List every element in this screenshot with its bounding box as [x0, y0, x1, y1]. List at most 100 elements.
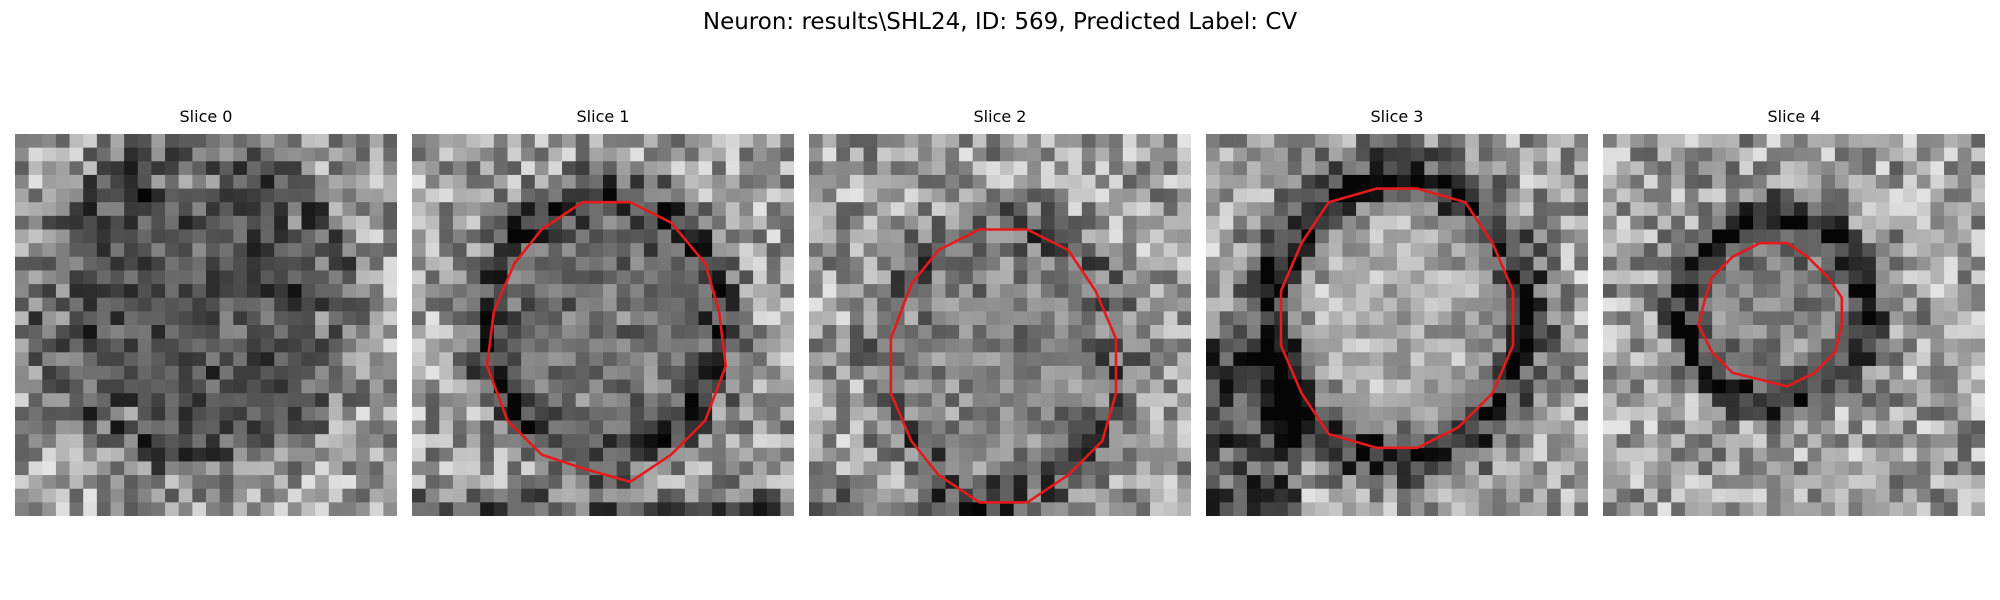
pixel	[1451, 502, 1466, 516]
pixel	[1794, 229, 1809, 244]
pixel	[219, 393, 234, 408]
pixel	[1971, 434, 1985, 449]
pixel	[1971, 420, 1985, 435]
pixel	[1848, 134, 1863, 149]
pixel	[1068, 352, 1083, 367]
pixel	[452, 434, 467, 449]
pixel	[1794, 147, 1809, 162]
pixel	[863, 447, 878, 462]
pixel	[918, 188, 933, 203]
pixel	[246, 488, 261, 503]
pixel	[548, 311, 563, 326]
pixel	[1875, 188, 1890, 203]
pixel	[1369, 284, 1384, 299]
pixel	[452, 393, 467, 408]
pixel	[1821, 284, 1836, 299]
pixel	[766, 420, 781, 435]
pixel	[1671, 352, 1686, 367]
pixel	[69, 338, 84, 353]
pixel	[1437, 325, 1452, 340]
pixel	[739, 488, 754, 503]
pixel	[1177, 297, 1191, 312]
pixel	[766, 325, 781, 340]
pixel	[1424, 447, 1439, 462]
pixel	[412, 434, 427, 449]
pixel	[1109, 270, 1124, 285]
pixel	[1260, 174, 1275, 189]
pixel	[1862, 393, 1877, 408]
pixel	[342, 284, 357, 299]
pixel	[1274, 488, 1289, 503]
pixel	[1397, 325, 1412, 340]
pixel	[1657, 420, 1672, 435]
pixel	[1684, 338, 1699, 353]
pixel	[1712, 188, 1727, 203]
pixel	[809, 352, 824, 367]
pixel	[1903, 188, 1918, 203]
pixel	[739, 256, 754, 271]
pixel	[1274, 502, 1289, 516]
pixel	[439, 475, 454, 490]
pixel	[657, 488, 672, 503]
pixel	[918, 434, 933, 449]
pixel	[1054, 188, 1069, 203]
pixel	[1971, 147, 1985, 162]
pixel	[1342, 406, 1357, 421]
pixel	[986, 311, 1001, 326]
pixel	[1671, 379, 1686, 394]
pixel	[301, 325, 316, 340]
pixel	[712, 393, 727, 408]
pixel	[165, 488, 180, 503]
pixel	[1274, 188, 1289, 203]
pixel	[1766, 393, 1781, 408]
pixel	[287, 434, 302, 449]
pixel	[1821, 202, 1836, 217]
pixel	[904, 243, 919, 258]
pixel	[836, 434, 851, 449]
pixel	[301, 461, 316, 476]
pixel	[452, 502, 467, 516]
pixel	[1081, 434, 1096, 449]
pixel	[1206, 311, 1221, 326]
pixel	[151, 406, 166, 421]
pixel	[315, 229, 330, 244]
pixel	[1616, 379, 1631, 394]
pixel	[1054, 270, 1069, 285]
pixel	[1547, 393, 1562, 408]
pixel	[356, 284, 371, 299]
pixel	[466, 311, 481, 326]
pixel	[698, 502, 713, 516]
pixel	[1547, 161, 1562, 176]
pixel	[1206, 325, 1221, 340]
pixel	[1301, 311, 1316, 326]
pixel	[1260, 420, 1275, 435]
pixel	[1862, 475, 1877, 490]
pixel	[466, 420, 481, 435]
pixel	[1875, 475, 1890, 490]
pixel	[1095, 215, 1110, 230]
pixel	[1383, 325, 1398, 340]
pixel	[1848, 365, 1863, 380]
pixel	[15, 325, 30, 340]
pixel	[904, 256, 919, 271]
pixel	[1643, 311, 1658, 326]
pixel	[836, 475, 851, 490]
pixel	[684, 406, 699, 421]
pixel	[1780, 161, 1795, 176]
pixel	[1465, 134, 1480, 149]
pixel	[301, 379, 316, 394]
pixel	[83, 147, 98, 162]
pixel	[178, 447, 193, 462]
pixel	[1657, 297, 1672, 312]
pixel	[616, 229, 631, 244]
pixel	[301, 338, 316, 353]
pixel	[1328, 256, 1343, 271]
pixel	[877, 243, 892, 258]
pixel	[1766, 134, 1781, 149]
pixel	[206, 161, 221, 176]
pixel	[1424, 243, 1439, 258]
pixel	[1246, 229, 1261, 244]
pixel	[1957, 188, 1972, 203]
pixel	[328, 420, 343, 435]
pixel	[548, 475, 563, 490]
